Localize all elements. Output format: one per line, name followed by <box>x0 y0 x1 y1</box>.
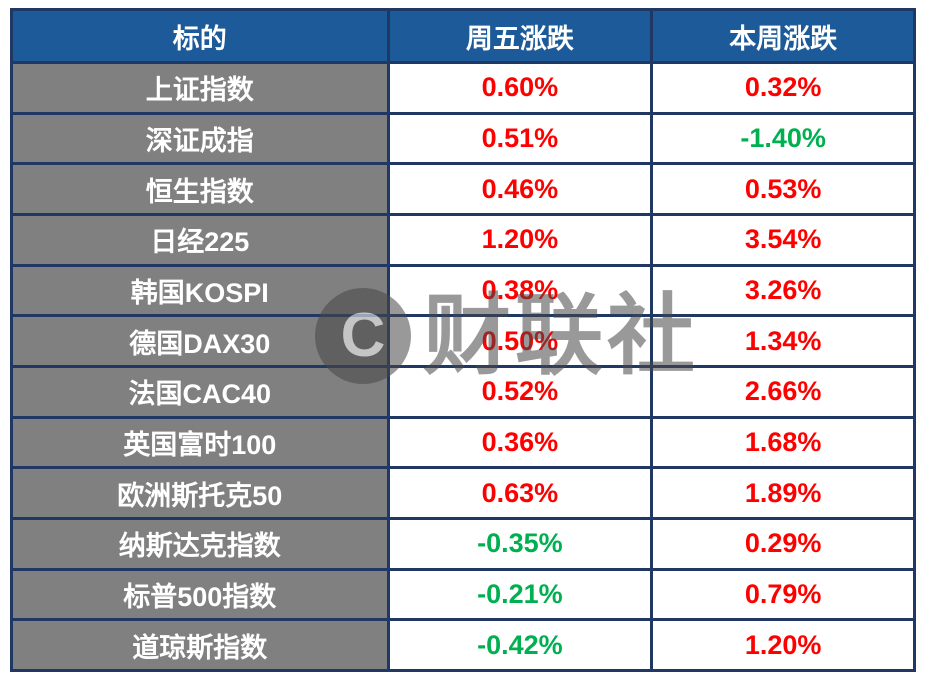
index-name-cell: 纳斯达克指数 <box>10 516 390 571</box>
table-row: 纳斯达克指数 -0.35% 0.29% <box>10 516 916 571</box>
table-row: 欧洲斯托克50 0.63% 1.89% <box>10 466 916 520</box>
table-row: 恒生指数 0.46% 0.53% <box>10 162 916 216</box>
index-name-cell: 法国CAC40 <box>10 364 390 419</box>
friday-change-cell: 0.50% <box>386 314 654 368</box>
friday-change-cell: -0.35% <box>386 516 654 571</box>
index-name-cell: 深证成指 <box>10 111 390 166</box>
header-row: 标的 周五涨跌 本周涨跌 <box>10 8 916 64</box>
friday-change-cell: 0.38% <box>386 263 654 318</box>
week-change-cell: -1.40% <box>650 111 916 166</box>
friday-change-cell: 0.52% <box>386 364 654 419</box>
header-cell-friday-change: 周五涨跌 <box>386 8 654 64</box>
week-change-cell: 0.79% <box>650 567 916 622</box>
week-change-cell: 3.26% <box>650 263 916 318</box>
friday-change-cell: 0.46% <box>386 162 654 216</box>
index-name-cell: 韩国KOSPI <box>10 263 390 318</box>
index-name-cell: 恒生指数 <box>10 162 390 216</box>
index-name-cell: 日经225 <box>10 212 390 267</box>
table-row: 法国CAC40 0.52% 2.66% <box>10 364 916 419</box>
table-row: 深证成指 0.51% -1.40% <box>10 111 916 166</box>
week-change-cell: 1.20% <box>650 618 916 672</box>
friday-change-cell: 0.63% <box>386 466 654 520</box>
table-row: 韩国KOSPI 0.38% 3.26% <box>10 263 916 318</box>
friday-change-cell: -0.42% <box>386 618 654 672</box>
table-row: 德国DAX30 0.50% 1.34% <box>10 314 916 368</box>
week-change-cell: 1.34% <box>650 314 916 368</box>
market-index-table: 标的 周五涨跌 本周涨跌 上证指数 0.60% 0.32% 深证成指 0.51% -1.4… <box>10 8 916 672</box>
table-row: 英国富时100 0.36% 1.68% <box>10 415 916 470</box>
friday-change-cell: 0.51% <box>386 111 654 166</box>
week-change-cell: 1.68% <box>650 415 916 470</box>
index-name-cell: 欧洲斯托克50 <box>10 466 390 520</box>
week-change-cell: 3.54% <box>650 212 916 267</box>
index-name-cell: 道琼斯指数 <box>10 618 390 672</box>
header-cell-week-change: 本周涨跌 <box>650 8 916 64</box>
friday-change-cell: 1.20% <box>386 212 654 267</box>
week-change-cell: 0.32% <box>650 61 916 115</box>
table-header: 标的 周五涨跌 本周涨跌 <box>10 8 916 64</box>
header-cell-target: 标的 <box>10 8 390 64</box>
table-row: 日经225 1.20% 3.54% <box>10 212 916 267</box>
friday-change-cell: 0.60% <box>386 61 654 115</box>
week-change-cell: 1.89% <box>650 466 916 520</box>
friday-change-cell: 0.36% <box>386 415 654 470</box>
week-change-cell: 0.53% <box>650 162 916 216</box>
table-body: 上证指数 0.60% 0.32% 深证成指 0.51% -1.40% 恒生指数 0.46% 0.… <box>10 61 916 672</box>
table-row: 上证指数 0.60% 0.32% <box>10 61 916 115</box>
week-change-cell: 2.66% <box>650 364 916 419</box>
table-row: 标普500指数 -0.21% 0.79% <box>10 567 916 622</box>
week-change-cell: 0.29% <box>650 516 916 571</box>
index-name-cell: 标普500指数 <box>10 567 390 622</box>
index-name-cell: 上证指数 <box>10 61 390 115</box>
index-name-cell: 英国富时100 <box>10 415 390 470</box>
friday-change-cell: -0.21% <box>386 567 654 622</box>
table-row: 道琼斯指数 -0.42% 1.20% <box>10 618 916 672</box>
index-name-cell: 德国DAX30 <box>10 314 390 368</box>
